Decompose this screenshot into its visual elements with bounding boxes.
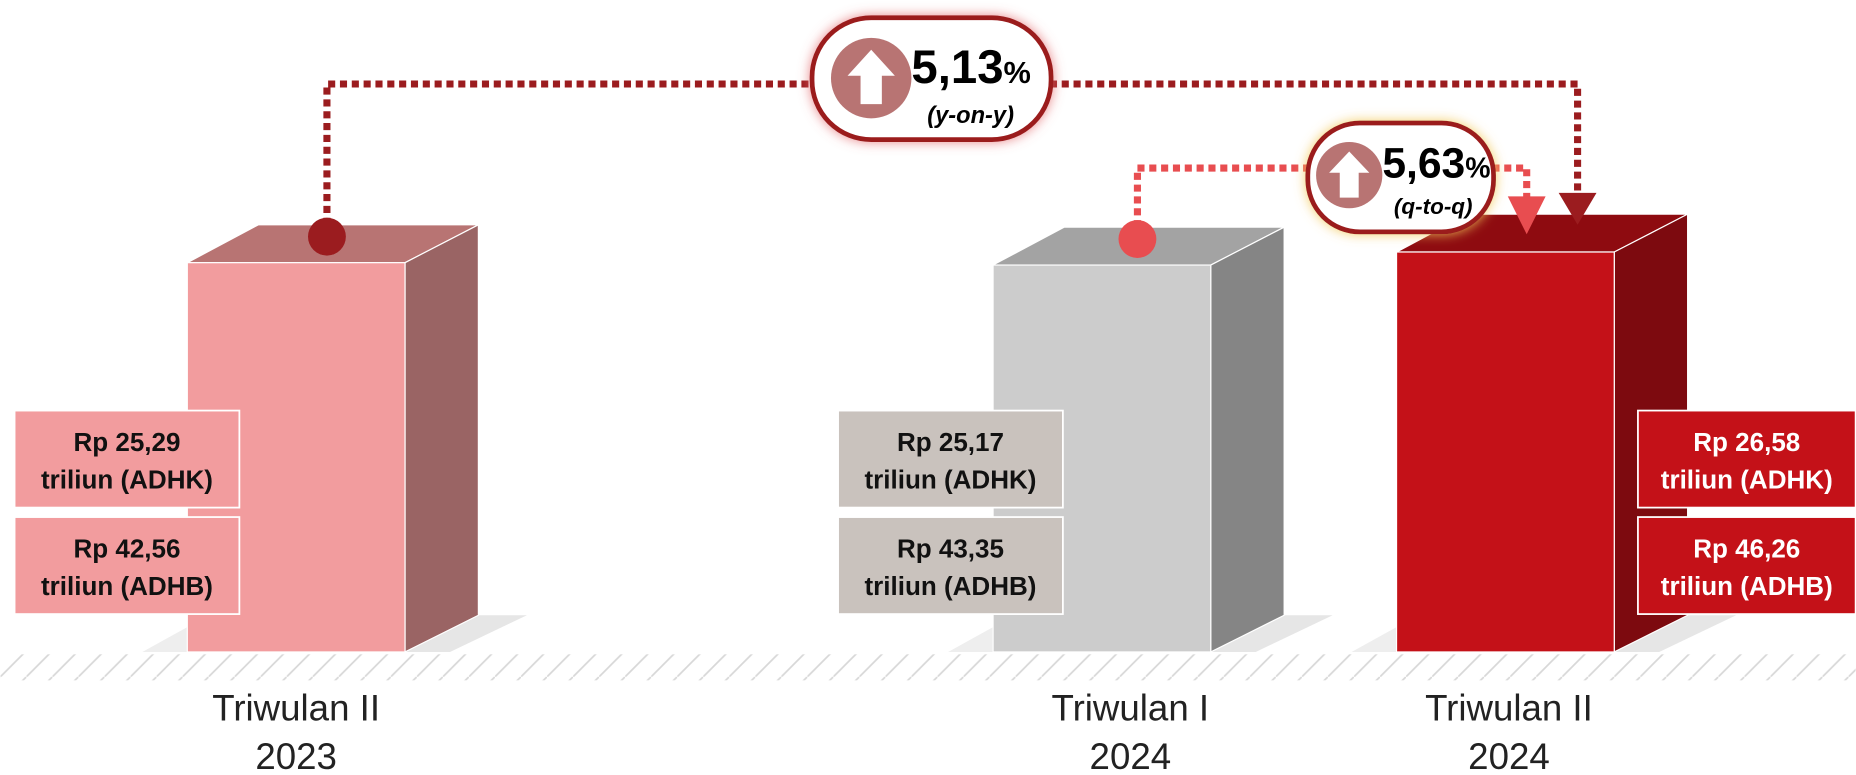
yoy-connector xyxy=(323,80,1582,237)
value-box xyxy=(1637,409,1856,509)
value-label: triliun (ADHB) xyxy=(864,571,1036,601)
qtq-badge: 5,63% (q-to-q) xyxy=(1305,120,1496,235)
value-box xyxy=(13,409,241,509)
shadow xyxy=(1210,615,1333,652)
yoy-badge: 5,13% (y-on-y) xyxy=(809,15,1054,142)
qtq-value: 5,63% xyxy=(1382,139,1490,187)
yoy-value: 5,13% xyxy=(911,41,1030,94)
value-label: Rp 25,29 xyxy=(73,427,180,457)
shadow xyxy=(405,615,527,652)
unit: % xyxy=(1004,55,1031,90)
value-label: triliun (ADHB) xyxy=(41,571,213,601)
connector-dot xyxy=(1118,220,1157,258)
category-label: 2024 xyxy=(1090,736,1172,775)
shadow xyxy=(1614,615,1737,652)
shadow xyxy=(948,627,994,652)
labels: Rp 25,29 triliun (ADHK) Rp 42,56 triliun (A… xyxy=(13,409,1856,775)
qtq-label: (q-to-q) xyxy=(1394,194,1473,219)
value-label: triliun (ADHK) xyxy=(864,465,1036,495)
category-label: 2024 xyxy=(1468,736,1550,775)
value-box xyxy=(837,409,1064,509)
connector-dot xyxy=(308,217,346,256)
value-label: triliun (ADHK) xyxy=(41,465,213,495)
category-label: Triwulan II xyxy=(1425,688,1593,729)
value-box xyxy=(13,516,241,615)
value-box xyxy=(1637,516,1856,615)
ground xyxy=(0,654,1856,681)
value-label: triliun (ADHB) xyxy=(1661,571,1833,601)
value-box xyxy=(837,516,1064,615)
value-label: Rp 42,56 xyxy=(73,533,180,563)
unit: % xyxy=(1465,152,1490,184)
value: 5,13 xyxy=(911,41,1003,94)
connector-arrow xyxy=(1507,196,1546,235)
category-label: Triwulan I xyxy=(1052,688,1210,729)
category-label: Triwulan II xyxy=(212,688,380,729)
value-label: Rp 25,17 xyxy=(897,427,1004,457)
value-label: Rp 43,35 xyxy=(897,533,1004,563)
yoy-label: (y-on-y) xyxy=(927,103,1014,129)
value-label: triliun (ADHK) xyxy=(1661,465,1833,495)
shadow xyxy=(142,627,188,652)
shadow xyxy=(1351,627,1397,652)
category-label: 2023 xyxy=(255,736,337,775)
value-label: Rp 46,26 xyxy=(1693,533,1800,563)
value-label: Rp 26,58 xyxy=(1693,427,1800,457)
value: 5,63 xyxy=(1382,139,1465,187)
connector-arrow xyxy=(1558,192,1597,225)
